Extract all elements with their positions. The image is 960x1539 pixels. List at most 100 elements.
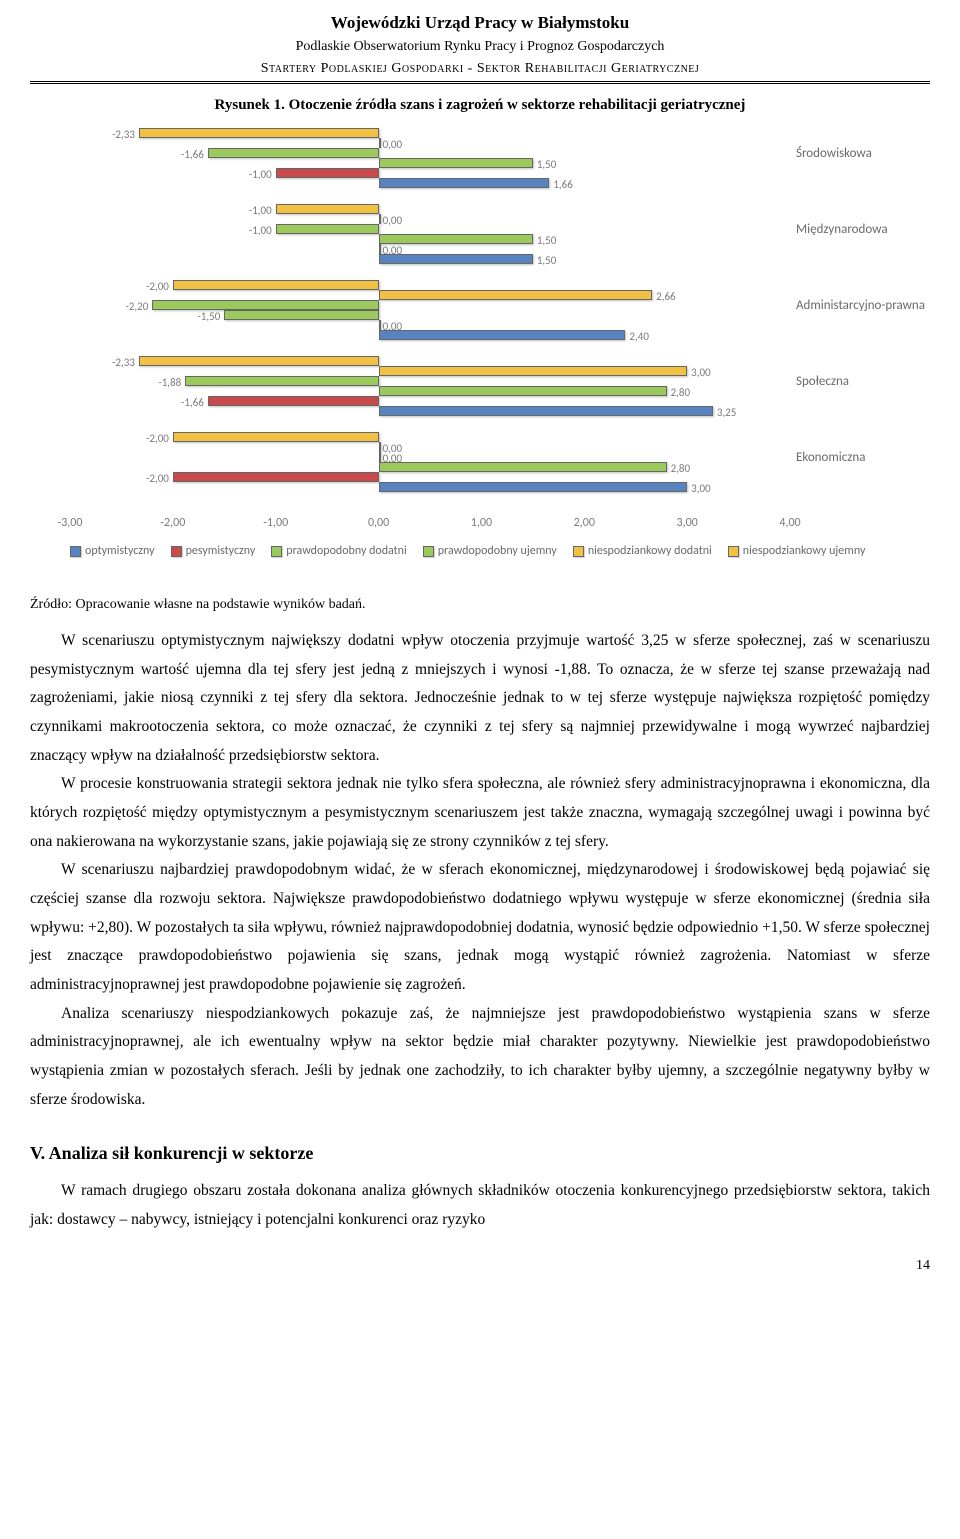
chart-bar-label: -2,33 — [112, 355, 135, 372]
chart-bar-label: -2,20 — [125, 299, 148, 316]
chart-tick-label: -1,00 — [263, 514, 288, 532]
chart-bar — [379, 366, 688, 376]
chart-category-label: Ekonomiczna — [796, 448, 865, 468]
legend-swatch — [728, 546, 739, 557]
chart-bar-label: 1,50 — [537, 157, 556, 174]
chart-bar-label: -2,00 — [146, 279, 169, 296]
paragraph-3: W scenariuszu najbardziej prawdopodobnym… — [30, 856, 930, 999]
legend-label: optymistyczny — [85, 544, 155, 558]
header-title-1: Wojewódzki Urząd Pracy w Białymstoku — [30, 10, 930, 36]
chart-bar — [379, 406, 713, 416]
chart-category-label: Międzynarodowa — [796, 220, 888, 240]
chart-bar — [173, 432, 379, 442]
legend-item: pesymistyczny — [171, 542, 256, 560]
chart-bar — [224, 310, 378, 320]
legend-item: prawdopodobny ujemny — [423, 542, 557, 560]
page-number: 14 — [30, 1255, 930, 1276]
header-title-2: Podlaskie Obserwatorium Rynku Pracy i Pr… — [30, 36, 930, 57]
chart-bar-label: -1,88 — [158, 375, 181, 392]
chart-bar-label: -1,00 — [249, 167, 272, 184]
chart-tick-label: 3,00 — [677, 514, 698, 532]
chart-tick-label: -2,00 — [160, 514, 185, 532]
legend-swatch — [271, 546, 282, 557]
chart-bar — [276, 168, 379, 178]
paragraph-5: W ramach drugiego obszaru została dokona… — [30, 1177, 930, 1234]
horizontal-bar-chart: -2,33 0,00 -1,66 1,50 -1,00 1,66 -1,00 0,00 -1,0… — [30, 122, 930, 582]
chart-bar-label: -2,33 — [112, 127, 135, 144]
chart-bar — [185, 376, 378, 386]
chart-category-label: Społeczna — [796, 372, 849, 392]
chart-bar — [379, 386, 667, 396]
chart-legend: optymistyczny pesymistyczny prawdopodobny … — [70, 542, 900, 560]
paragraph-4: Analiza scenariuszy niespodziankowych po… — [30, 1000, 930, 1115]
chart-bar-label: 0,00 — [383, 137, 402, 154]
chart-bar-label: -1,00 — [249, 223, 272, 240]
chart-bar-label: 2,80 — [671, 461, 690, 478]
chart-x-axis: -3,00-2,00-1,000,001,002,003,004,00 — [70, 514, 790, 528]
chart-bar-label: 0,00 — [383, 213, 402, 230]
chart-category-label: Środowiskowa — [796, 144, 872, 164]
chart-bar — [139, 128, 379, 138]
chart-bar — [379, 290, 653, 300]
legend-swatch — [573, 546, 584, 557]
chart-bar — [379, 214, 381, 224]
chart-bar-label: 3,25 — [717, 405, 736, 422]
chart-bar — [276, 204, 379, 214]
chart-bar-label: 1,50 — [537, 253, 556, 270]
chart-plot-area: -2,33 0,00 -1,66 1,50 -1,00 1,66 -1,00 0,00 -1,0… — [70, 128, 790, 508]
legend-swatch — [423, 546, 434, 557]
chart-bar — [379, 452, 381, 462]
chart-bar — [173, 280, 379, 290]
legend-label: prawdopodobny ujemny — [438, 544, 557, 558]
chart-tick-label: 4,00 — [779, 514, 800, 532]
chart-bar — [139, 356, 379, 366]
chart-bar-label: -2,00 — [146, 471, 169, 488]
chart-bar-label: -1,00 — [249, 203, 272, 220]
legend-swatch — [70, 546, 81, 557]
chart-bar — [379, 330, 626, 340]
chart-caption: Rysunek 1. Otoczenie źródła szans i zagr… — [30, 94, 930, 117]
legend-label: prawdopodobny dodatni — [286, 544, 406, 558]
paragraph-2: W procesie konstruowania strategii sekto… — [30, 770, 930, 856]
chart-bar — [276, 224, 379, 234]
legend-label: pesymistyczny — [186, 544, 256, 558]
legend-item: niespodziankowy dodatni — [573, 542, 712, 560]
chart-bar — [379, 462, 667, 472]
chart-category-label: Administarcyjno-prawna — [796, 296, 925, 316]
legend-item: niespodziankowy ujemny — [728, 542, 866, 560]
section-title: V. Analiza sił konkurencji w sektorze — [30, 1140, 930, 1167]
chart-bar-label: 2,40 — [629, 329, 648, 346]
chart-bar — [379, 482, 688, 492]
chart-bar-label: 1,50 — [537, 233, 556, 250]
chart-bar — [173, 472, 379, 482]
header-rule — [30, 83, 930, 84]
chart-bar — [379, 244, 381, 254]
chart-bar-label: -1,50 — [197, 309, 220, 326]
chart-bar-label: 1,66 — [553, 177, 572, 194]
chart-bar-label: 2,80 — [671, 385, 690, 402]
legend-item: optymistyczny — [70, 542, 155, 560]
chart-bar-label: -1,66 — [181, 395, 204, 412]
legend-label: niespodziankowy ujemny — [743, 544, 866, 558]
chart-bar — [379, 254, 533, 264]
chart-source: Źródło: Opracowanie własne na podstawie … — [30, 594, 930, 615]
chart-tick-label: -3,00 — [58, 514, 83, 532]
legend-item: prawdopodobny dodatni — [271, 542, 406, 560]
chart-bar — [379, 178, 550, 188]
legend-label: niespodziankowy dodatni — [588, 544, 712, 558]
chart-bar-label: 2,66 — [656, 289, 675, 306]
chart-bar — [379, 158, 533, 168]
chart-bar — [379, 138, 381, 148]
chart-tick-label: 2,00 — [574, 514, 595, 532]
chart-bar — [379, 442, 381, 452]
paragraph-1: W scenariuszu optymistycznym największy … — [30, 627, 930, 770]
header-title-3: Startery Podlaskiej Gospodarki - Sektor … — [30, 58, 930, 82]
chart-bar — [379, 320, 381, 330]
chart-bar — [208, 148, 379, 158]
chart-bar — [152, 300, 378, 310]
chart-bar-label: -2,00 — [146, 431, 169, 448]
chart-bar-label: 3,00 — [691, 481, 710, 498]
legend-swatch — [171, 546, 182, 557]
chart-tick-label: 1,00 — [471, 514, 492, 532]
chart-bar — [208, 396, 379, 406]
